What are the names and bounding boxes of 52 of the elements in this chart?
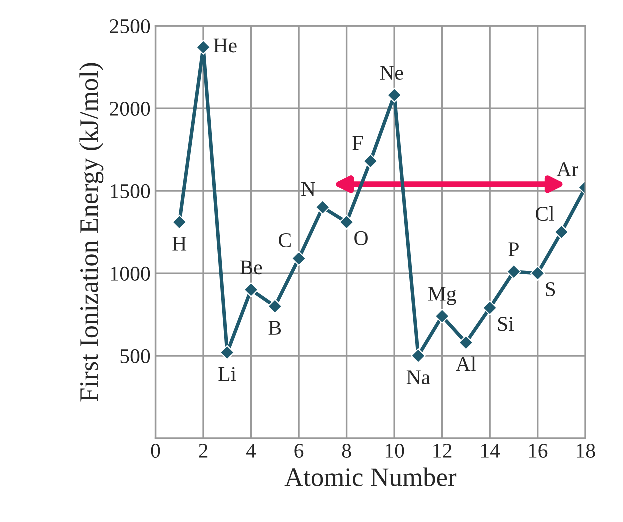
point [196,40,211,55]
x-tick-label: 4 [246,444,256,458]
annotation: S [546,282,556,297]
point [530,266,546,281]
annotation: F [352,136,363,150]
annotation: Na [406,370,430,385]
x-tick-label: 2 [199,444,208,458]
y-tick-label: 2500 [110,19,150,34]
y-axis-title: First Ionization Energy (kJ/mol) [80,63,104,402]
annotation: N [302,182,316,196]
annotation: Si [498,317,514,332]
annotation: P [508,242,519,256]
x-tick-label: 10 [386,444,404,458]
annotation: Be [240,260,262,275]
annotation: C [279,234,291,248]
point [482,300,498,316]
point [316,200,330,215]
point [220,345,235,360]
point [244,282,259,298]
point [554,224,570,240]
point [268,299,283,314]
y-tick-label: 2000 [110,102,150,116]
annotation: He [214,38,237,53]
point [411,348,426,364]
annotation: Li [218,367,236,382]
point [506,264,522,280]
x-tick-label: 0 [151,444,160,458]
point [458,335,474,350]
annotation: Mg [428,287,456,306]
x-axis-title: Atomic Number [284,468,457,486]
x-tick-label: 6 [294,444,304,458]
x-tick-label: 12 [434,444,452,458]
point [292,251,306,266]
x-tick-label: 8 [342,444,352,458]
annotation: Al [456,356,476,372]
annotation: O [354,231,368,246]
x-tick-label: 18 [577,444,596,458]
point [387,88,402,103]
x-tick-label: 14 [482,444,500,458]
y-tick-label: 500 [120,349,150,364]
annotation: Ar [556,162,578,176]
point [363,154,378,169]
point [434,309,450,324]
point [339,215,354,230]
point [172,215,188,230]
y-tick-label: 1500 [111,184,150,198]
x-tick-label: 16 [529,444,548,458]
annotation: H [172,237,187,251]
annotation: Cl [536,206,554,222]
annotation: B [268,321,282,335]
y-tick-label: 1000 [111,266,150,281]
annotation: Ne [380,66,404,80]
